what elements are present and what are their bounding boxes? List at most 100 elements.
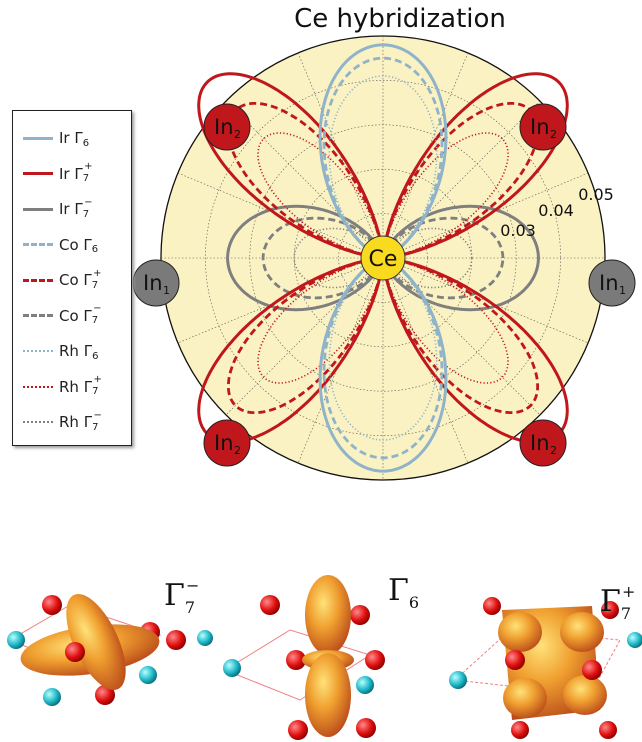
atom-label: In [599, 271, 619, 295]
orbital-label-sub: 6 [408, 593, 420, 612]
orbital-label-base: Γ [600, 584, 621, 619]
atom-sphere [356, 718, 376, 738]
atom-label: In [214, 115, 234, 139]
legend-swatch [23, 172, 53, 175]
legend-label: Rh Γ [59, 377, 93, 396]
orbital-label-base: Γ [164, 578, 185, 613]
orbital-label-gamma7-plus: Γ7 + [600, 582, 642, 623]
legend-label-sup: − [84, 196, 93, 208]
atom-sphere [449, 671, 467, 689]
atom-label-sub: 1 [619, 284, 626, 297]
atom-label: In [530, 431, 550, 455]
legend-label-sup: + [93, 374, 102, 385]
atom-sphere [483, 597, 501, 615]
atom-sphere [260, 595, 280, 615]
atom-sphere [601, 601, 619, 619]
orbital-gamma6 [223, 575, 385, 740]
legend-item: Co Γ 7 + [23, 263, 107, 297]
atom-in2 [203, 419, 251, 467]
center-label: Ce [369, 247, 398, 272]
legend-swatch [23, 385, 53, 388]
series-line [226, 204, 540, 312]
orbital-illustrations [7, 575, 642, 740]
atom-in2 [519, 103, 567, 151]
legend-swatch [23, 314, 53, 317]
legend-label: Rh Γ [59, 342, 93, 360]
legend-swatch [23, 136, 53, 140]
legend-label-sub: 7 [91, 279, 99, 291]
legend-swatch [23, 350, 53, 352]
legend-label-sub: 7 [92, 421, 99, 433]
atom-sphere [286, 650, 306, 670]
legend-swatch [23, 207, 53, 211]
atom-sphere [43, 688, 61, 706]
atom-in2 [203, 103, 251, 151]
legend-label-sub: 7 [82, 208, 90, 220]
atom-label-sub: 1 [163, 284, 170, 297]
atom-sphere [505, 650, 525, 670]
legend-label-sub: 7 [82, 173, 90, 184]
atom-sphere [365, 650, 385, 670]
orbital-label-sup: + [622, 582, 636, 601]
orbital-label-sup: − [186, 576, 200, 595]
legend-label: Co Γ [59, 306, 92, 325]
atom-sphere [599, 721, 617, 739]
orbital-gamma7-plus [449, 597, 642, 739]
legend-label: Ir Γ [59, 200, 83, 218]
atom-in1 [588, 259, 636, 307]
legend-label-sub: 7 [91, 315, 99, 326]
legend-label-sup: + [93, 267, 102, 279]
legend-label: Co Γ [59, 271, 92, 289]
legend-label-sub: 6 [92, 350, 99, 362]
atom-label-sub: 2 [234, 444, 241, 457]
legend-label-sup: − [93, 303, 102, 314]
orbital-label-sub: 7 [184, 598, 196, 617]
orbital-label-gamma6: Γ6 [388, 573, 419, 612]
atom-label: In [214, 431, 234, 455]
atom-label-sub: 2 [550, 128, 557, 141]
atom-sphere [511, 721, 529, 739]
orbital-gamma7-minus [7, 593, 213, 706]
legend-swatch [23, 278, 53, 282]
orbital-label-base: Γ [388, 573, 409, 608]
legend-label-sup: + [84, 161, 93, 172]
r-tick-label: 0.05 [578, 185, 614, 204]
legend-label-sub: 6 [82, 137, 90, 149]
atom-sphere [7, 631, 25, 649]
r-tick-label: 0.04 [538, 201, 574, 220]
legend-item: Ir Γ 7− [23, 192, 97, 226]
atom-in1 [132, 259, 180, 307]
r-tick-label: 0.03 [500, 221, 536, 240]
legend-label: Rh Γ [59, 413, 93, 431]
legend-label-sub: 7 [92, 386, 99, 397]
atom-sphere [288, 720, 308, 740]
atom-sphere [223, 659, 241, 677]
atom-sphere [627, 632, 642, 648]
legend-label-sub: 6 [91, 244, 99, 255]
legend-item: Rh Γ 7 + [23, 370, 107, 404]
atom-sphere [350, 605, 370, 625]
atom-sphere [42, 595, 62, 615]
atom-sphere [582, 660, 602, 680]
atom-sphere [65, 642, 85, 662]
atom-sphere [139, 666, 157, 684]
atom-label-sub: 2 [234, 128, 241, 141]
legend-item: Co Γ 7− [23, 299, 107, 333]
atom-sphere [166, 630, 186, 650]
legend-swatch [23, 421, 53, 423]
series-line [293, 227, 473, 289]
legend-item: Ir Γ 7 + [23, 157, 97, 191]
orbital-label-gamma7-minus: Γ7 − [164, 576, 208, 617]
legend-label: Co Γ [59, 235, 92, 254]
atom-sphere [197, 630, 213, 646]
atom-sphere [356, 676, 374, 694]
atom-sphere [95, 685, 115, 705]
polar-chart: In 2 In 2In 2 In 2In 1 In 1Ce 0.030.040.05 [132, 35, 636, 481]
atom-label-sub: 2 [550, 444, 557, 457]
atom-in2 [519, 419, 567, 467]
legend-item: Rh Γ 7− [23, 405, 107, 439]
orbital-label-sub: 7 [620, 604, 632, 623]
